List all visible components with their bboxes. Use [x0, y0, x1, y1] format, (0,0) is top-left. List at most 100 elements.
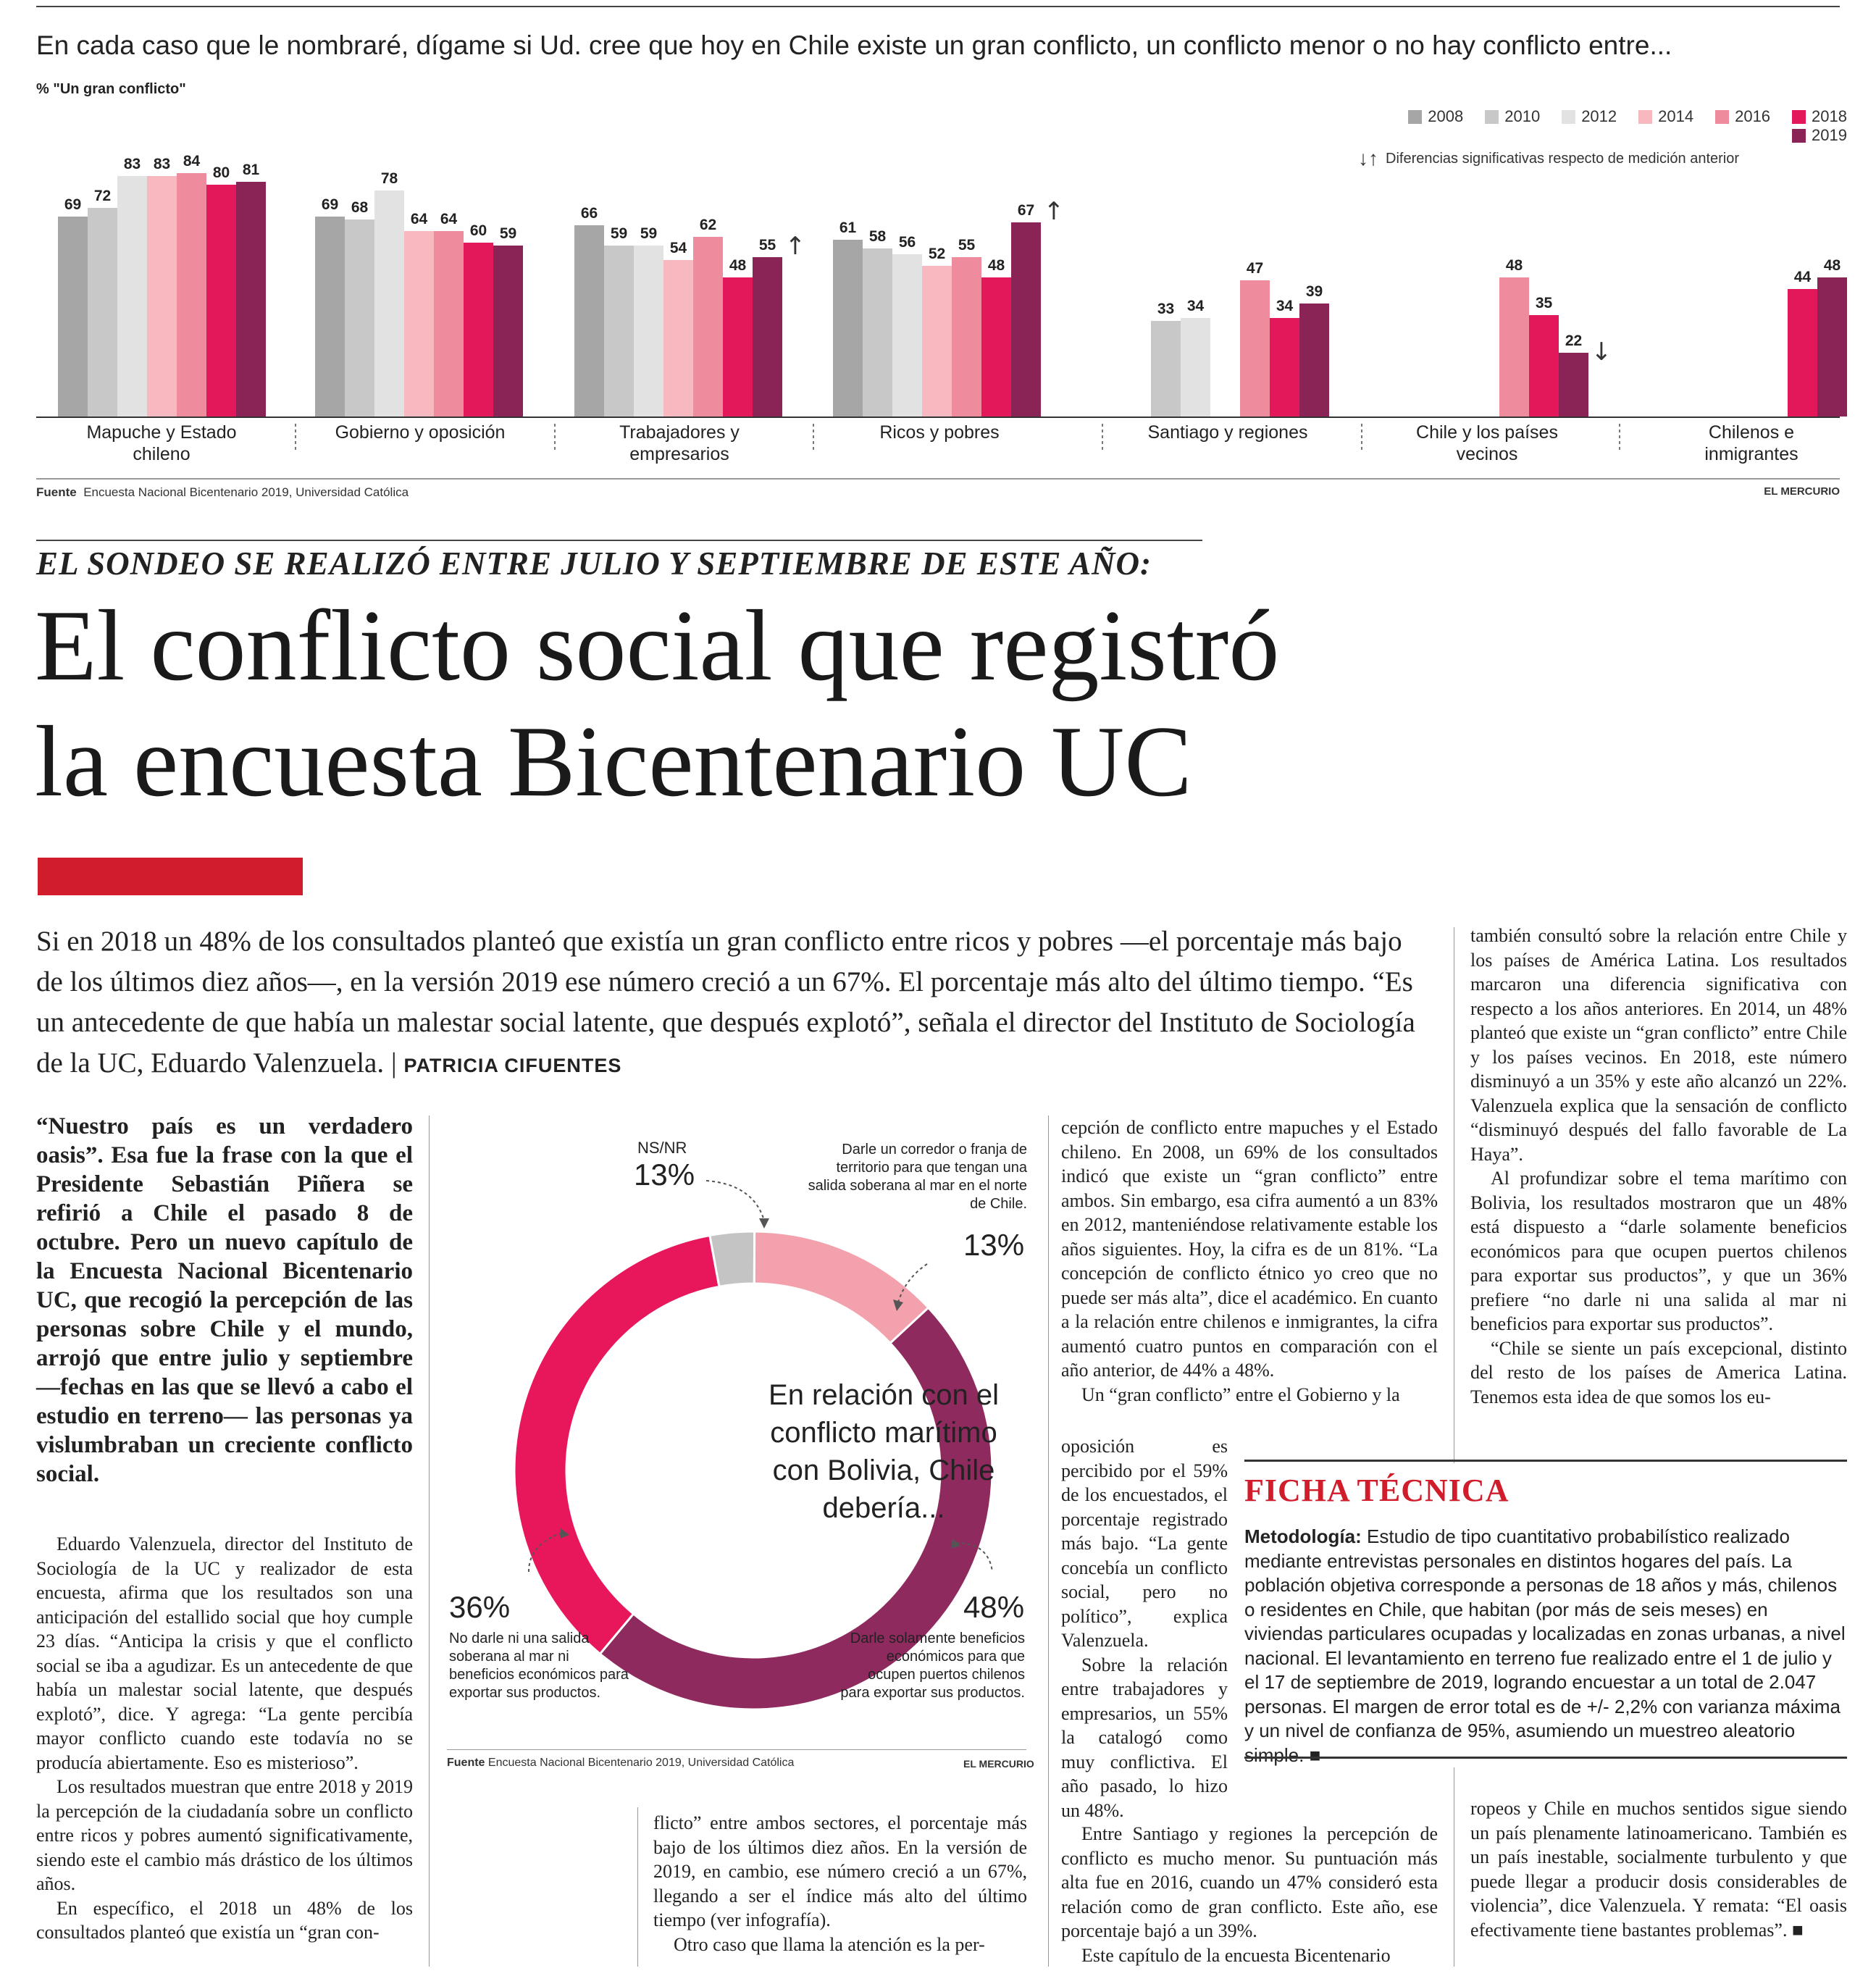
bar-value-label: 44	[1794, 269, 1812, 285]
bar-value-label: 58	[869, 228, 887, 245]
bar	[952, 257, 981, 417]
column-4: también consultó sobre la relación entre…	[1470, 924, 1847, 1409]
bar	[434, 231, 464, 417]
red-accent-bar	[38, 858, 303, 895]
group-label: Santiago y regiones	[1147, 422, 1308, 443]
bar	[604, 246, 634, 417]
paragraph: Un “gran conflicto” entre el Gobierno y …	[1081, 1384, 1400, 1405]
bar	[1817, 277, 1847, 417]
bar-value-label: 64	[440, 211, 458, 227]
group-label: Mapuche y Estado chileno	[86, 422, 237, 464]
headline-line-2: la encuesta Bicentenario UC	[35, 706, 1192, 818]
bar	[493, 246, 523, 417]
bar-value-label: 35	[1536, 295, 1553, 311]
column-1: Eduardo Valenzuela, director del Institu…	[36, 1532, 413, 1945]
bar	[1559, 353, 1588, 417]
chart-bottom-rule	[36, 478, 1840, 480]
top-rule	[36, 6, 1840, 7]
kicker-rule	[36, 540, 1202, 541]
ficha-title: FICHA TÉCNICA	[1244, 1473, 1509, 1508]
bar-value-label: 59	[611, 225, 627, 242]
bar	[88, 208, 117, 417]
donut-credit: EL MERCURIO	[963, 1758, 1034, 1770]
paragraph: Los resultados muestran que entre 2018 y…	[36, 1776, 413, 1894]
donut-pct-nsnr: 13%	[634, 1158, 695, 1192]
column-divider	[637, 1807, 638, 1967]
bar	[753, 257, 782, 417]
paragraph: oposición es percibido por el 59% de los…	[1061, 1436, 1228, 1651]
paragraph: En específico, el 2018 un 48% de los con…	[36, 1897, 413, 1943]
bar-value-label: 67	[1018, 202, 1034, 219]
bar-value-label: 48	[729, 257, 747, 274]
legend-item: 2016	[1715, 107, 1770, 126]
bar	[374, 191, 404, 417]
bar	[315, 217, 345, 417]
bar-value-label: 83	[124, 156, 141, 172]
bar	[1499, 277, 1529, 417]
donut-chart	[513, 1180, 994, 1711]
bar	[177, 173, 206, 417]
bar	[1529, 315, 1559, 417]
column-3: cepción de conflicto entre mapuches y el…	[1061, 1116, 1438, 1407]
bar-value-label: 54	[670, 240, 687, 256]
bar-value-label: 22	[1565, 332, 1582, 349]
bar-value-label: 33	[1157, 301, 1174, 317]
donut-pct-nothing: 36%	[449, 1590, 511, 1624]
donut-pct-corridor: 13%	[963, 1228, 1025, 1262]
bar-value-label: 34	[1187, 298, 1205, 314]
bar	[981, 277, 1011, 417]
chart-credit: EL MERCURIO	[1764, 485, 1840, 498]
bar	[1788, 289, 1817, 417]
column-2: flicto” entre ambos sectores, el porcent…	[653, 1811, 1027, 1956]
legend-item: 2010	[1485, 107, 1540, 126]
paragraph: Sobre la relación entre trabajadores y e…	[1061, 1654, 1228, 1821]
bar-value-label: 69	[64, 196, 81, 213]
group-label: Ricos y pobres	[879, 422, 1000, 443]
bar-value-label: 84	[183, 153, 201, 169]
arrow-up-icon: ↑	[1044, 197, 1065, 226]
bar	[693, 237, 723, 417]
ficha-bottom-rule	[1244, 1757, 1847, 1759]
bar	[723, 277, 753, 417]
column-divider	[429, 1116, 430, 1967]
lead-paragraph: Si en 2018 un 48% de los consultados pla…	[36, 926, 1415, 1079]
donut-slice	[513, 1234, 721, 1656]
donut-label-benefits: Darle solamente beneficios económicos pa…	[840, 1631, 1025, 1701]
bar-value-label: 55	[958, 237, 976, 254]
donut-label-corridor: Darle un corredor o franja de territorio…	[808, 1142, 1027, 1212]
paragraph: Este capítulo de la encuesta Bicentenari…	[1081, 1944, 1391, 1966]
bar	[1270, 318, 1299, 417]
column-4-bottom: ropeos y Chile en muchos sentidos sigue …	[1470, 1796, 1847, 1942]
paragraph: Eduardo Valenzuela, director del Institu…	[36, 1533, 413, 1773]
bar-value-label: 55	[759, 237, 776, 254]
up-down-arrows-icon: ↓↑	[1358, 147, 1378, 169]
chart-legend: 2008 2010 2012 2014 2016 2018 2019	[1340, 107, 1847, 145]
donut-label-nothing: No darle ni una salida soberana al mar n…	[449, 1631, 629, 1701]
bar-value-label: 59	[640, 225, 657, 242]
bar-value-label: 48	[988, 257, 1005, 274]
headline-line-1: El conflicto social que registró	[35, 590, 1280, 702]
bar	[404, 231, 434, 417]
bar	[464, 243, 493, 417]
paragraph: Entre Santiago y regiones la percepción …	[1061, 1823, 1438, 1941]
group-label: Trabajadores y empresarios	[619, 422, 740, 464]
group-label: Chilenos e inmigrantes	[1704, 422, 1798, 464]
bar-value-label: 83	[154, 156, 170, 172]
chart-unit-label: % "Un gran conflicto"	[36, 81, 186, 97]
bar	[833, 240, 863, 417]
bar	[634, 246, 663, 417]
paragraph: también consultó sobre la relación entre…	[1470, 925, 1847, 1165]
bar-value-label: 39	[1306, 283, 1323, 300]
donut-slice	[753, 1230, 930, 1345]
bar	[1011, 222, 1041, 417]
legend-item: 2014	[1638, 107, 1693, 126]
arrow-down-icon: ↓	[1591, 338, 1612, 367]
column-3-bottom: Entre Santiago y regiones la percepción …	[1061, 1822, 1438, 1967]
bar-value-label: 81	[243, 162, 260, 178]
bar	[206, 185, 236, 417]
bar-value-label: 60	[470, 222, 487, 239]
bar	[1181, 318, 1210, 417]
bar	[345, 219, 374, 417]
paragraph: flicto” entre ambos sectores, el porcent…	[653, 1812, 1027, 1930]
ficha-top-rule	[1244, 1460, 1847, 1462]
